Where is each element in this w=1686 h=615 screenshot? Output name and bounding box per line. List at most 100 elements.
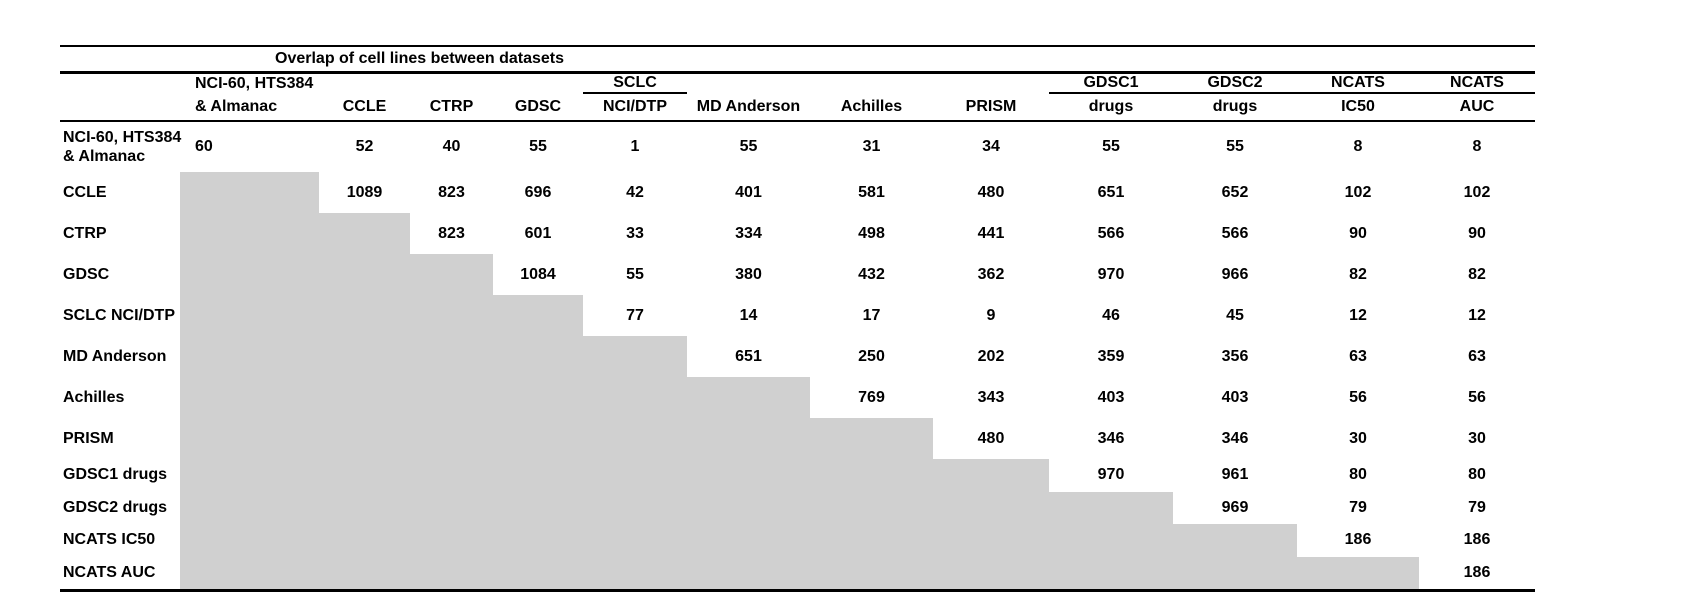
data-cell: 970 — [1097, 265, 1125, 283]
data-cell: 55 — [529, 138, 547, 155]
data-cell: 403 — [1097, 388, 1125, 406]
shaded-cell — [493, 556, 583, 589]
column-group-header — [319, 74, 410, 94]
data-cell: 55 — [626, 265, 644, 283]
data-cell: 102 — [1463, 183, 1491, 201]
shaded-cell — [180, 213, 319, 254]
data-cell: 652 — [1221, 183, 1249, 201]
shaded-cell — [933, 491, 1049, 524]
data-cell: 581 — [858, 183, 885, 201]
shaded-cell — [180, 459, 319, 492]
row-label-line: CCLE — [63, 183, 107, 201]
table-title: Overlap of cell lines between datasets — [275, 50, 564, 67]
column-group-header: NCATS — [1297, 74, 1419, 94]
data-cell: 9 — [986, 306, 996, 324]
data-cell: 380 — [735, 265, 762, 283]
shaded-cell — [180, 491, 319, 524]
data-cell: 12 — [1349, 306, 1367, 324]
data-cell: 334 — [735, 224, 762, 242]
shaded-cell — [180, 172, 319, 213]
shaded-cell — [583, 459, 687, 492]
data-cell: 601 — [524, 224, 552, 242]
column-header: NCI/DTP — [603, 98, 667, 115]
row-label: SCLC NCI/DTP — [60, 295, 180, 336]
data-cell: 80 — [1468, 466, 1486, 484]
shaded-cell — [583, 524, 687, 557]
shaded-cell — [687, 418, 810, 459]
data-cell: 31 — [862, 138, 881, 155]
data-cell: 63 — [1349, 347, 1367, 365]
column-group-header: GDSC1 — [1049, 74, 1173, 94]
data-cell: 17 — [862, 306, 881, 324]
data-cell: 14 — [739, 306, 758, 324]
row-label-line: CTRP — [63, 224, 107, 242]
row-label: MD Anderson — [60, 336, 180, 377]
data-cell: 566 — [1221, 224, 1249, 242]
row-label: NCATS AUC — [60, 557, 180, 590]
data-cell: 8 — [1472, 138, 1482, 155]
shaded-cell — [410, 459, 493, 492]
data-cell: 401 — [735, 183, 762, 201]
shaded-cell — [410, 524, 493, 557]
shaded-cell — [319, 524, 410, 557]
column-header: drugs — [1088, 98, 1134, 115]
column-header: CCLE — [342, 98, 387, 115]
data-cell: 970 — [1097, 466, 1125, 484]
shaded-cell — [1049, 524, 1173, 557]
shaded-cell — [319, 459, 410, 492]
data-cell: 102 — [1344, 183, 1372, 201]
row-label: GDSC1 drugs — [60, 459, 180, 492]
shaded-cell — [493, 295, 583, 336]
data-cell: 46 — [1102, 306, 1120, 324]
shaded-cell — [1049, 556, 1173, 589]
shaded-cell — [583, 556, 687, 589]
row-label: Achilles — [60, 377, 180, 418]
column-group-header — [933, 74, 1049, 94]
shaded-cell — [933, 524, 1049, 557]
data-cell: 403 — [1221, 388, 1249, 406]
column-group-header: GDSC2 — [1173, 74, 1297, 94]
column-header: AUC — [1459, 98, 1495, 115]
row-label: PRISM — [60, 418, 180, 459]
shaded-cell — [180, 524, 319, 557]
data-cell: 346 — [1221, 429, 1249, 447]
data-cell: 1084 — [520, 265, 556, 283]
shaded-cell — [1173, 556, 1297, 589]
shaded-cell — [180, 254, 319, 295]
row-label-line: SCLC NCI/DTP — [63, 306, 175, 324]
data-cell: 961 — [1221, 466, 1249, 484]
shaded-cell — [583, 491, 687, 524]
table-body: NCI-60, HTS384 & Almanac 60 52 40 55 1 55 31 34 55… — [60, 122, 1535, 592]
shaded-cell — [810, 459, 933, 492]
data-cell: 52 — [355, 138, 374, 155]
shaded-cell — [180, 377, 319, 418]
shaded-cell — [583, 377, 687, 418]
row-label-line: NCATS IC50 — [63, 531, 156, 549]
data-cell: 63 — [1468, 347, 1486, 365]
shaded-cell — [1049, 491, 1173, 524]
data-cell: 186 — [1344, 531, 1372, 549]
data-cell: 651 — [1097, 183, 1125, 201]
shaded-cell — [410, 418, 493, 459]
shaded-cell — [180, 556, 319, 589]
data-cell: 823 — [438, 183, 465, 201]
row-label-line: GDSC1 drugs — [63, 466, 168, 484]
column-group-header — [493, 74, 583, 94]
column-header: CTRP — [429, 98, 474, 115]
data-cell: 12 — [1468, 306, 1486, 324]
shaded-cell — [180, 418, 319, 459]
shaded-cell — [410, 254, 493, 295]
data-cell: 250 — [858, 347, 885, 365]
data-cell: 90 — [1468, 224, 1486, 242]
column-group-header: NCI-60, HTS384 — [195, 75, 314, 92]
data-cell: 343 — [977, 388, 1005, 406]
column-group-header — [810, 74, 933, 94]
shaded-cell — [493, 336, 583, 377]
data-cell: 45 — [1226, 306, 1244, 324]
data-cell: 8 — [1353, 138, 1363, 155]
row-label: NCATS IC50 — [60, 524, 180, 557]
header-spacer — [60, 94, 180, 120]
row-label: CTRP — [60, 213, 180, 254]
data-cell: 30 — [1349, 429, 1367, 447]
